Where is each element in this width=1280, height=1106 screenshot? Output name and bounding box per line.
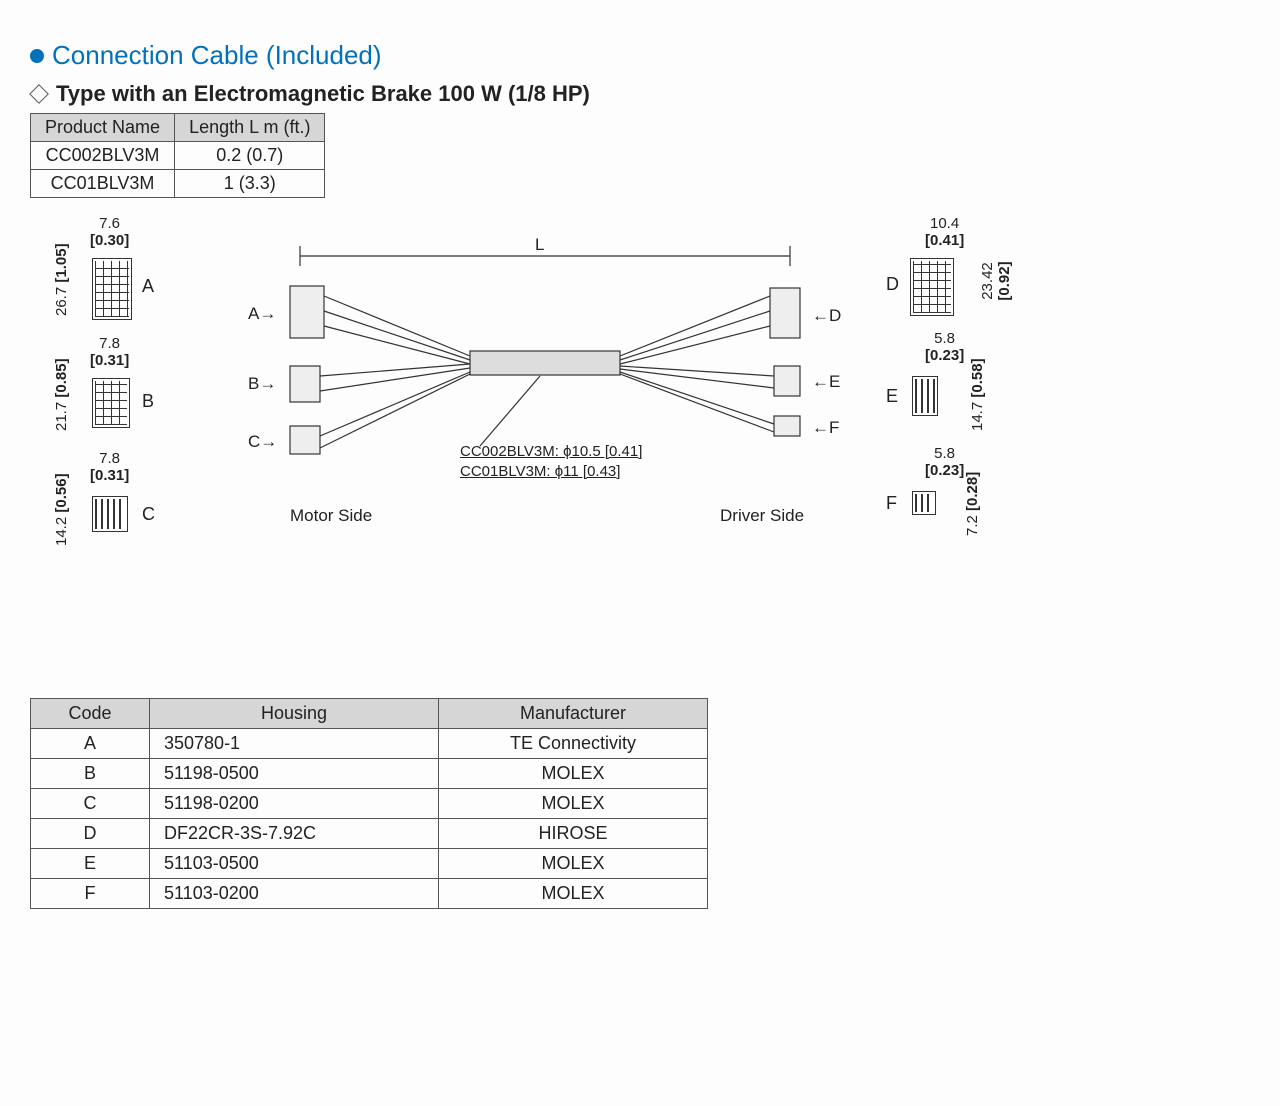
- length-cell: CC002BLV3M: [31, 142, 175, 170]
- code-cell: MOLEX: [439, 789, 708, 819]
- length-cell: 1 (3.3): [175, 170, 325, 198]
- code-cell: B: [31, 759, 150, 789]
- code-table: Code Housing Manufacturer A350780-1TE Co…: [30, 698, 708, 909]
- housing-th: Housing: [150, 699, 439, 729]
- code-cell: MOLEX: [439, 759, 708, 789]
- cable-diagram: 7.6 [0.30] 26.7 [1.05] A 7.8 [0.31] 21.7…: [30, 216, 1050, 676]
- code-cell: HIROSE: [439, 819, 708, 849]
- code-cell: E: [31, 849, 150, 879]
- code-cell: MOLEX: [439, 849, 708, 879]
- motor-side-label: Motor Side: [290, 506, 372, 526]
- length-cell: CC01BLV3M: [31, 170, 175, 198]
- arrow-C: C→: [248, 432, 277, 452]
- code-cell: A: [31, 729, 150, 759]
- code-cell: TE Connectivity: [439, 729, 708, 759]
- section-title: Connection Cable (Included): [52, 40, 382, 71]
- code-cell: D: [31, 819, 150, 849]
- arrow-F: ←F: [812, 418, 839, 438]
- length-table: Product Name Length L m (ft.) CC002BLV3M…: [30, 113, 325, 198]
- code-cell: 51198-0200: [150, 789, 439, 819]
- bullet-icon: [30, 49, 44, 63]
- dia-line1: CC002BLV3M: ϕ10.5 [0.41]: [460, 443, 642, 460]
- code-cell: 51103-0500: [150, 849, 439, 879]
- code-cell: 51198-0500: [150, 759, 439, 789]
- code-cell: C: [31, 789, 150, 819]
- length-th-len: Length L m (ft.): [175, 114, 325, 142]
- arrow-E: ←E: [812, 372, 840, 392]
- code-cell: 350780-1: [150, 729, 439, 759]
- driver-side-label: Driver Side: [720, 506, 804, 526]
- code-th: Code: [31, 699, 150, 729]
- arrow-A: A→: [248, 304, 276, 324]
- code-cell: 51103-0200: [150, 879, 439, 909]
- mfr-th: Manufacturer: [439, 699, 708, 729]
- dia-line2: CC01BLV3M: ϕ11 [0.43]: [460, 463, 620, 480]
- code-cell: F: [31, 879, 150, 909]
- arrow-D: ←D: [812, 306, 841, 326]
- code-cell: MOLEX: [439, 879, 708, 909]
- code-cell: DF22CR-3S-7.92C: [150, 819, 439, 849]
- L-label: L: [535, 236, 544, 255]
- length-cell: 0.2 (0.7): [175, 142, 325, 170]
- section-subtitle: Type with an Electromagnetic Brake 100 W…: [56, 81, 590, 107]
- length-th-name: Product Name: [31, 114, 175, 142]
- diamond-icon: [29, 84, 49, 104]
- arrow-B: B→: [248, 374, 276, 394]
